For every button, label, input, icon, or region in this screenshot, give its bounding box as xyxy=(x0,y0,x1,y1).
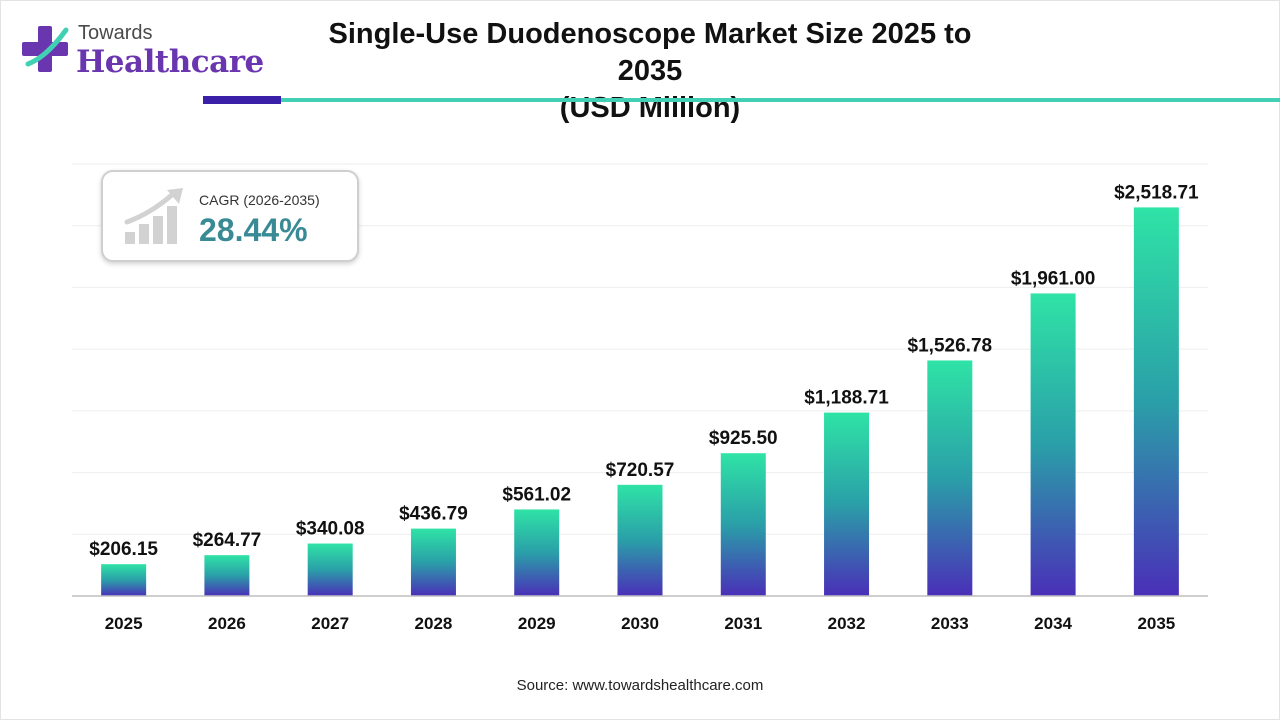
x-tick-2025: 2025 xyxy=(105,614,143,633)
value-label-2026: $264.77 xyxy=(193,530,262,551)
value-label-2029: $561.02 xyxy=(502,484,571,505)
logo: Towards Healthcare xyxy=(20,22,264,84)
x-tick-2030: 2030 xyxy=(621,614,659,633)
chart-title: Single-Use Duodenoscope Market Size 2025… xyxy=(300,16,1000,127)
bar-2033 xyxy=(927,360,973,596)
bar-2032 xyxy=(824,412,870,596)
medical-cross-logo-icon xyxy=(22,26,69,72)
bar-2026 xyxy=(204,555,250,596)
chart-title-line-1: Single-Use Duodenoscope Market Size 2025… xyxy=(328,18,972,87)
x-tick-2035: 2035 xyxy=(1137,614,1175,633)
bar-2028 xyxy=(410,528,456,596)
x-tick-2034: 2034 xyxy=(1034,614,1072,633)
growth-chart-icon xyxy=(124,188,183,244)
bar-2027 xyxy=(307,543,353,596)
value-label-2030: $720.57 xyxy=(606,460,675,481)
value-labels: $206.15 $264.77 $340.08 $436.79 $561.02 $720.… xyxy=(89,182,1199,560)
bar-2025 xyxy=(101,564,147,596)
value-label-2025: $206.15 xyxy=(89,539,158,560)
bar-2029 xyxy=(514,509,560,596)
value-label-2035: $2,518.71 xyxy=(1114,182,1199,203)
x-tick-2027: 2027 xyxy=(311,614,349,633)
bar-2030 xyxy=(617,484,663,596)
x-tick-2028: 2028 xyxy=(415,614,453,633)
bars xyxy=(101,207,1179,596)
logo-text-towards: Towards xyxy=(78,22,153,44)
header-rule-dark xyxy=(203,96,281,104)
x-tick-2026: 2026 xyxy=(208,614,246,633)
value-label-2028: $436.79 xyxy=(399,504,468,525)
cagr-label: CAGR (2026-2035) xyxy=(199,192,320,208)
value-label-2033: $1,526.78 xyxy=(908,335,993,356)
x-tick-2033: 2033 xyxy=(931,614,969,633)
bar-2035 xyxy=(1133,207,1179,596)
cagr-card: CAGR (2026-2035) 28.44% xyxy=(101,170,359,262)
x-tick-2031: 2031 xyxy=(724,614,762,633)
header-rule-teal xyxy=(281,98,1280,102)
value-label-2031: $925.50 xyxy=(709,428,778,449)
gridlines xyxy=(72,163,1208,535)
x-tick-labels: 2025 2026 2027 2028 2029 2030 2031 2032 2033 2034… xyxy=(105,614,1176,633)
bar-2031 xyxy=(720,453,766,596)
source-note: Source: www.towardshealthcare.com xyxy=(516,677,764,694)
bar-2034 xyxy=(1030,293,1076,596)
value-label-2032: $1,188.71 xyxy=(804,388,889,409)
chart-title-line-2: (USD Million) xyxy=(559,92,741,124)
x-tick-2029: 2029 xyxy=(518,614,556,633)
value-label-2034: $1,961.00 xyxy=(1011,268,1096,289)
x-tick-2032: 2032 xyxy=(828,614,866,633)
cagr-value: 28.44% xyxy=(199,212,308,248)
logo-text-healthcare: Healthcare xyxy=(76,44,264,80)
value-label-2027: $340.08 xyxy=(296,519,365,540)
